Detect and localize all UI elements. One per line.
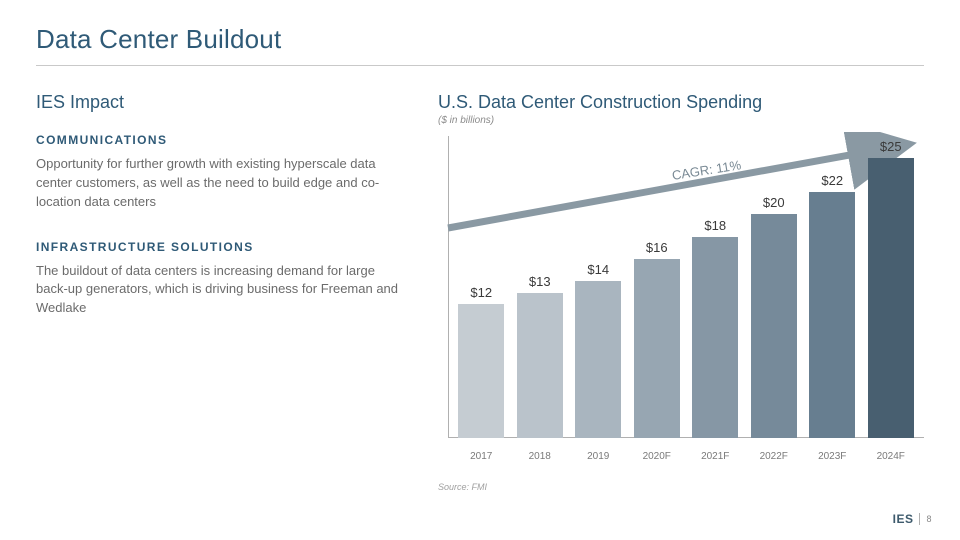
x-axis-label: 2018: [515, 451, 565, 462]
slide: Data Center Buildout IES Impact COMMUNIC…: [0, 0, 960, 540]
footer-logo-text: IES: [893, 512, 914, 526]
x-axis-label: 2020F: [632, 451, 682, 462]
x-axis-label: 2023F: [807, 451, 857, 462]
bar-value-label: $22: [821, 173, 843, 188]
section-body: Opportunity for further growth with exis…: [36, 155, 406, 212]
bar-value-label: $14: [587, 262, 609, 277]
section-heading: COMMUNICATIONS: [36, 133, 406, 147]
bar-column: $18: [690, 218, 740, 438]
bar-value-label: $20: [763, 195, 785, 210]
bar-column: $13: [515, 274, 565, 438]
x-axis-label: 2019: [573, 451, 623, 462]
bar-rect: [634, 259, 680, 438]
x-axis-label: 2017: [456, 451, 506, 462]
x-axis-label: 2024F: [866, 451, 916, 462]
footer: IES 8: [893, 512, 932, 526]
bars-container: $12 $13 $14 $16 $18 $20 $22 $25: [448, 136, 924, 438]
bar-column: $12: [456, 285, 506, 438]
bar-value-label: $16: [646, 240, 668, 255]
bar-rect: [575, 281, 621, 438]
footer-separator: [919, 513, 920, 525]
right-column: U.S. Data Center Construction Spending (…: [438, 92, 924, 466]
bar-column: $16: [632, 240, 682, 438]
bar-value-label: $13: [529, 274, 551, 289]
bar-rect: [517, 293, 563, 438]
chart-source: Source: FMI: [438, 482, 487, 492]
section-heading: INFRASTRUCTURE SOLUTIONS: [36, 240, 406, 254]
bar-chart: CAGR: 11% $12$13$14$16$18$20$22$25 20172…: [438, 136, 924, 466]
bar-value-label: $12: [470, 285, 492, 300]
bar-rect: [751, 214, 797, 438]
bar-column: $22: [807, 173, 857, 438]
bar-column: $25: [866, 139, 916, 438]
footer-page-number: 8: [926, 514, 932, 524]
bar-rect: [458, 304, 504, 438]
section: COMMUNICATIONS Opportunity for further gr…: [36, 133, 406, 212]
bar-column: $20: [749, 195, 799, 438]
section: INFRASTRUCTURE SOLUTIONS The buildout of …: [36, 240, 406, 319]
section-body: The buildout of data centers is increasi…: [36, 262, 406, 319]
chart-title: U.S. Data Center Construction Spending: [438, 92, 924, 113]
columns: IES Impact COMMUNICATIONS Opportunity for…: [36, 92, 924, 466]
x-axis-label: 2021F: [690, 451, 740, 462]
left-subtitle: IES Impact: [36, 92, 406, 113]
bar-value-label: $18: [704, 218, 726, 233]
bar-rect: [809, 192, 855, 438]
chart-subtitle: ($ in billions): [438, 115, 924, 126]
bar-value-label: $25: [880, 139, 902, 154]
left-column: IES Impact COMMUNICATIONS Opportunity for…: [36, 92, 406, 466]
page-title: Data Center Buildout: [36, 24, 924, 55]
bar-column: $14: [573, 262, 623, 438]
x-axis-label: 2022F: [749, 451, 799, 462]
section-list: COMMUNICATIONS Opportunity for further gr…: [36, 133, 406, 318]
bar-rect: [692, 237, 738, 438]
x-labels: 2017 2018 2019 2020F 2021F 2022F 2023F 2024F: [448, 451, 924, 462]
title-rule: [36, 65, 924, 66]
bar-rect: [868, 158, 914, 438]
